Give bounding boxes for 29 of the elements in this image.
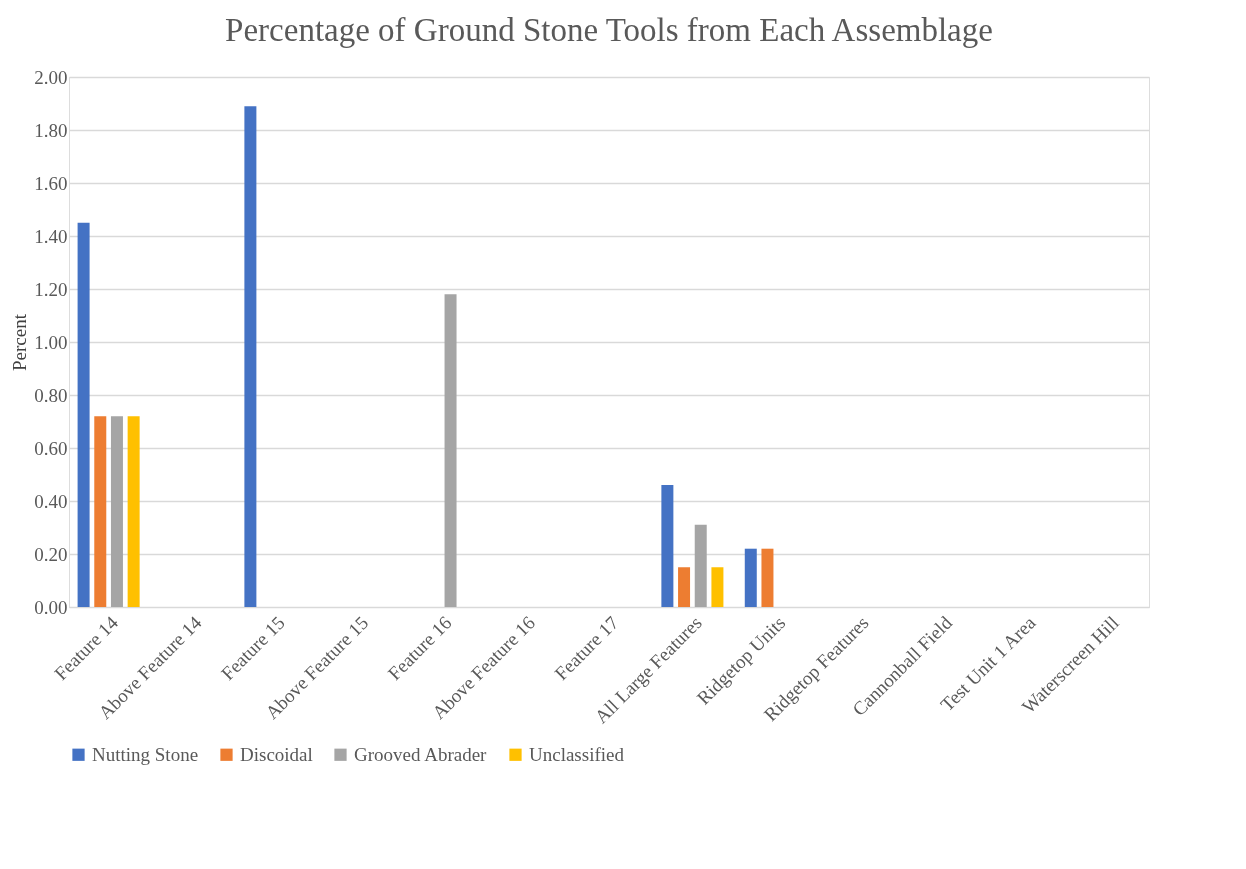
bar [744, 548, 757, 607]
y-tick-label: 0.40 [34, 490, 68, 512]
bar [694, 524, 707, 607]
y-tick-label: 0.80 [34, 384, 68, 406]
y-tick-label: 0.20 [34, 543, 68, 565]
legend-label: Nutting Stone [92, 743, 199, 765]
bar [94, 416, 107, 607]
bar [77, 222, 90, 607]
y-tick-label: 1.80 [34, 119, 68, 141]
bar [711, 567, 724, 607]
legend-label: Discoidal [240, 743, 313, 765]
legend-label: Unclassified [529, 743, 625, 765]
y-axis-title: Percent [9, 313, 31, 371]
bar [110, 416, 123, 607]
chart-title: Percentage of Ground Stone Tools from Each Assemblage [225, 12, 993, 48]
y-tick-label: 2.00 [34, 66, 68, 88]
bar [127, 416, 140, 607]
y-tick-label: 0.00 [34, 596, 68, 618]
y-tick-label: 1.00 [34, 331, 68, 353]
bar [244, 106, 257, 607]
y-tick-label: 1.60 [34, 172, 68, 194]
bar [661, 485, 674, 607]
y-tick-label: 1.20 [34, 278, 68, 300]
y-tick-label: 1.40 [34, 225, 68, 247]
y-tick-label: 0.60 [34, 437, 68, 459]
legend-label: Grooved Abrader [354, 743, 488, 765]
bar [678, 567, 691, 607]
bar [444, 294, 457, 607]
bar [761, 548, 774, 607]
